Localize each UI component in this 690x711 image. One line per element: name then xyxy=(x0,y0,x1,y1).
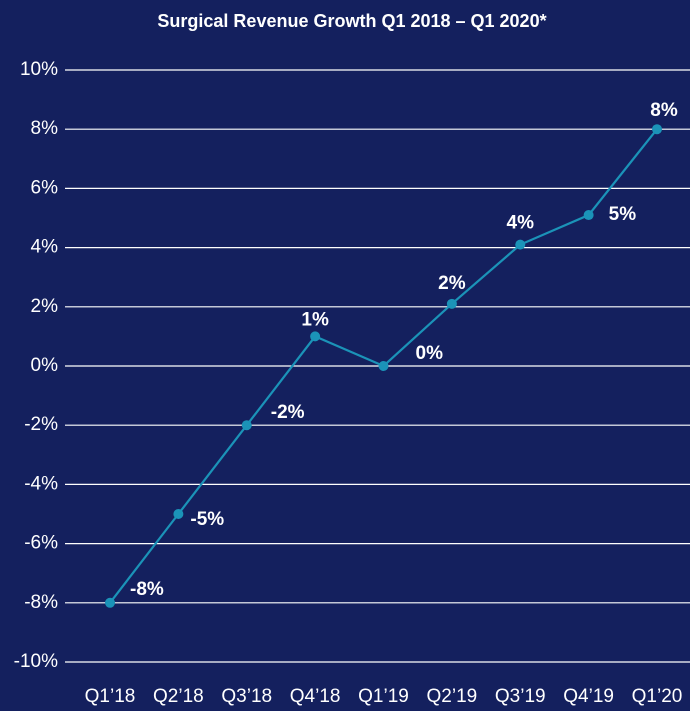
y-tick-label: 10% xyxy=(20,59,58,80)
point xyxy=(378,361,389,371)
point xyxy=(515,239,526,250)
x-tick-label: Q4’19 xyxy=(563,686,614,707)
data-label: -8% xyxy=(130,579,164,600)
x-tick-label: Q1’18 xyxy=(85,686,136,707)
point xyxy=(173,509,184,519)
point xyxy=(241,420,252,431)
data-label: -2% xyxy=(271,402,305,423)
y-tick-label: 6% xyxy=(31,177,59,198)
data-label: 0% xyxy=(416,343,444,364)
data-label: 2% xyxy=(438,273,466,294)
y-tick-label: -2% xyxy=(24,414,58,435)
x-tick-label: Q4’18 xyxy=(290,686,341,707)
y-tick-label: -6% xyxy=(24,533,58,554)
data-label: -5% xyxy=(190,509,224,530)
chart-title: Surgical Revenue Growth Q1 2018 – Q1 202… xyxy=(157,11,546,31)
y-tick-label: 0% xyxy=(31,355,59,376)
point xyxy=(446,298,457,309)
y-tick-label: -4% xyxy=(24,473,58,494)
y-tick-label: -8% xyxy=(24,592,58,613)
y-tick-label: 4% xyxy=(31,237,59,258)
data-label: 1% xyxy=(301,309,329,330)
x-tick-label: Q1’20 xyxy=(632,686,683,707)
x-tick-label: Q2’18 xyxy=(153,686,204,707)
point xyxy=(583,210,594,221)
data-label: 5% xyxy=(609,204,637,225)
point xyxy=(310,331,321,342)
data-label: 8% xyxy=(650,100,678,121)
data-label: 4% xyxy=(507,213,535,234)
x-tick-label: Q3’18 xyxy=(221,686,272,707)
y-tick-label: -10% xyxy=(14,651,58,672)
x-tick-label: Q2’19 xyxy=(427,686,478,707)
y-tick-label: 8% xyxy=(31,118,59,139)
x-tick-label: Q1’19 xyxy=(358,686,409,707)
x-tick-label: Q3’19 xyxy=(495,686,546,707)
y-tick-label: 2% xyxy=(31,296,59,317)
point xyxy=(105,597,115,608)
point xyxy=(652,124,662,135)
